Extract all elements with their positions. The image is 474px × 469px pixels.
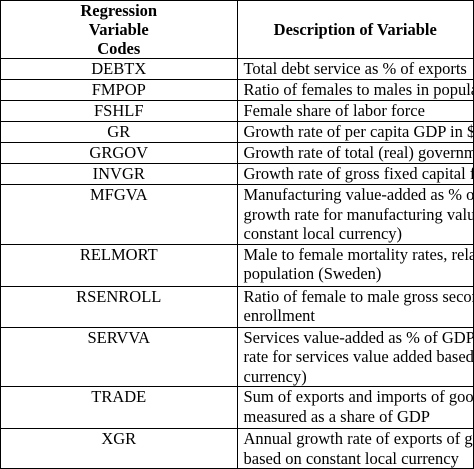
variable-code: XGR	[0, 428, 238, 469]
variable-description: Services value-added as % of GDP (Annual…	[236, 326, 474, 387]
table-row: INVGR Growth rate of gross fixed capital …	[0, 163, 474, 185]
table-row: RELMORT Male to female mortality rates, r…	[0, 243, 474, 287]
header-row: Regression Variable Codes Description of…	[0, 0, 474, 59]
description-line: Male to female mortality rates, relative…	[243, 244, 473, 264]
description-line: based on constant local currency	[243, 448, 459, 468]
variable-description: Total debt service as % of exports	[236, 58, 474, 80]
variable-description: Growth rate of per capita GDP in $1995	[236, 121, 474, 143]
variable-description: Male to female mortality rates, relative…	[236, 243, 474, 287]
variable-code: TRADE	[0, 386, 238, 429]
variable-description: Annual growth rate of exports of goods a…	[236, 428, 474, 469]
variable-description: Sum of exports and imports of goods and …	[236, 386, 474, 429]
header-line: Variable	[88, 20, 149, 39]
variable-description: Growth rate of gross fixed capital forma…	[236, 163, 474, 185]
description-line: Ratio of female to male gross secondary …	[243, 286, 473, 306]
description-line: Sum of exports and imports of goods and …	[243, 387, 474, 407]
description-line: growth rate for manufacturing value adde…	[243, 204, 473, 224]
variable-code: FMPOP	[0, 79, 238, 101]
description-line: Growth rate of per capita GDP in $1995	[243, 122, 473, 142]
table-row: MFGVA Manufacturing value-added as % of G…	[0, 184, 474, 245]
variable-code: GRGOV	[0, 142, 238, 164]
description-line: rate for services value added based on c…	[243, 347, 474, 366]
description-line: constant local currency)	[243, 224, 403, 243]
variable-code: RELMORT	[0, 243, 238, 287]
table-row: DEBTX Total debt service as % of exports	[0, 58, 474, 80]
variable-description: Ratio of females to males in population	[236, 79, 474, 101]
variable-description: Growth rate of total (real) government e…	[236, 142, 474, 164]
description-header: Description of Variable	[236, 0, 474, 59]
code-header: Regression Variable Codes	[0, 0, 238, 59]
table-row: FSHLF Female share of labor force	[0, 100, 474, 122]
variable-code: INVGR	[0, 163, 238, 185]
description-line: Ratio of females to males in population	[243, 80, 473, 100]
description-line: Total debt service as % of exports	[243, 59, 467, 79]
header-line: Regression	[80, 1, 158, 20]
variable-description: Manufacturing value-added as % of GDP (A…	[236, 184, 474, 245]
variable-code: GR	[0, 121, 238, 143]
description-line: Services value-added as % of GDP (Annual…	[243, 327, 474, 347]
variable-description: Female share of labor force	[236, 100, 474, 122]
description-line: Annual growth rate of exports of goods a…	[243, 429, 473, 449]
description-line: Manufacturing value-added as % of GDP (A…	[243, 185, 473, 204]
variable-code: DEBTX	[0, 58, 238, 80]
description-line: Growth rate of gross fixed capital forma…	[243, 164, 473, 184]
description-line: Female share of labor force	[243, 101, 425, 121]
description-line: population (Sweden)	[243, 264, 382, 283]
variable-code: MFGVA	[0, 184, 238, 245]
table-row: RSENROLL Ratio of female to male gross se…	[0, 285, 474, 328]
variable-code: SERVVA	[0, 326, 238, 387]
description-line: enrollment	[243, 306, 315, 325]
header-line: Codes	[97, 39, 141, 58]
description-line: currency)	[243, 366, 307, 386]
description-line: Growth rate of total (real) government e…	[243, 143, 473, 163]
variable-code: RSENROLL	[0, 285, 238, 328]
variable-description: Ratio of female to male gross secondary …	[236, 285, 474, 328]
variable-code: FSHLF	[0, 100, 238, 122]
description-line: measured as a share of GDP	[243, 406, 430, 426]
